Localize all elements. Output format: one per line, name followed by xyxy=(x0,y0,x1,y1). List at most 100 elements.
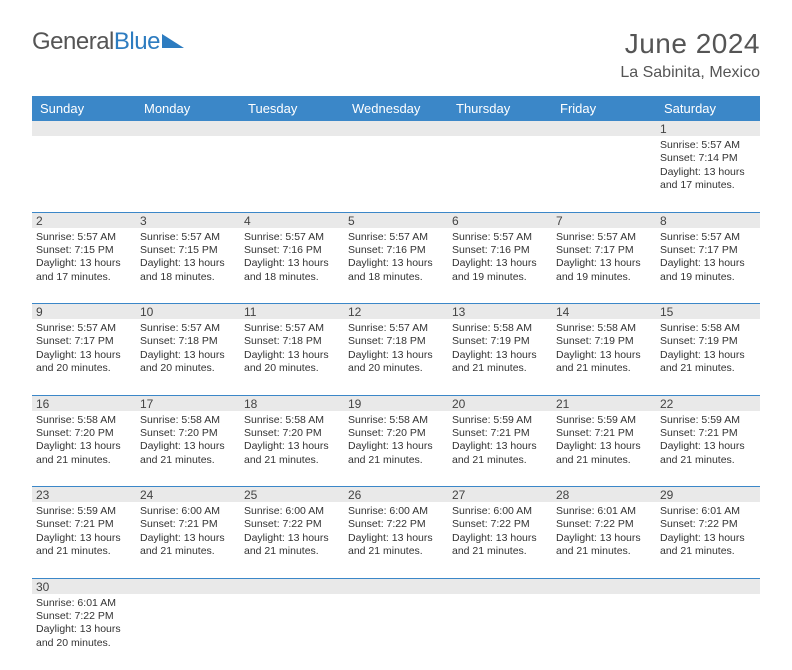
day-number xyxy=(448,578,552,594)
daylight-text: Daylight: 13 hours and 18 minutes. xyxy=(348,257,444,284)
day-cell xyxy=(240,136,344,212)
day-cell xyxy=(136,136,240,212)
day-cell: Sunrise: 5:58 AMSunset: 7:20 PMDaylight:… xyxy=(136,411,240,487)
sunrise-text: Sunrise: 5:58 AM xyxy=(452,322,548,335)
daynum-row: 23242526272829 xyxy=(32,487,760,503)
week-row: Sunrise: 6:01 AMSunset: 7:22 PMDaylight:… xyxy=(32,594,760,670)
day-number: 22 xyxy=(656,395,760,411)
day-cell xyxy=(448,136,552,212)
daylight-text: Daylight: 13 hours and 21 minutes. xyxy=(660,532,756,559)
day-number: 17 xyxy=(136,395,240,411)
header: GeneralBlue June 2024 La Sabinita, Mexic… xyxy=(32,28,760,82)
sunrise-text: Sunrise: 6:00 AM xyxy=(244,505,340,518)
day-number: 3 xyxy=(136,212,240,228)
logo-triangle-icon xyxy=(162,34,184,48)
sunset-text: Sunset: 7:20 PM xyxy=(36,427,132,440)
daylight-text: Daylight: 13 hours and 20 minutes. xyxy=(140,349,236,376)
dayhead-thu: Thursday xyxy=(448,96,552,121)
sunset-text: Sunset: 7:14 PM xyxy=(660,152,756,165)
day-cell xyxy=(240,594,344,670)
day-cell: Sunrise: 5:57 AMSunset: 7:17 PMDaylight:… xyxy=(32,319,136,395)
day-cell: Sunrise: 5:58 AMSunset: 7:20 PMDaylight:… xyxy=(240,411,344,487)
calendar-body: 1Sunrise: 5:57 AMSunset: 7:14 PMDaylight… xyxy=(32,121,760,670)
day-cell xyxy=(552,136,656,212)
day-number: 26 xyxy=(344,487,448,503)
day-cell: Sunrise: 5:57 AMSunset: 7:16 PMDaylight:… xyxy=(240,228,344,304)
day-cell: Sunrise: 5:58 AMSunset: 7:19 PMDaylight:… xyxy=(552,319,656,395)
day-details: Sunrise: 6:00 AMSunset: 7:22 PMDaylight:… xyxy=(244,505,340,559)
day-details: Sunrise: 6:00 AMSunset: 7:22 PMDaylight:… xyxy=(348,505,444,559)
daylight-text: Daylight: 13 hours and 20 minutes. xyxy=(348,349,444,376)
sunset-text: Sunset: 7:17 PM xyxy=(660,244,756,257)
day-number: 16 xyxy=(32,395,136,411)
dayhead-sun: Sunday xyxy=(32,96,136,121)
sunset-text: Sunset: 7:16 PM xyxy=(244,244,340,257)
day-details: Sunrise: 5:58 AMSunset: 7:20 PMDaylight:… xyxy=(140,414,236,468)
sunrise-text: Sunrise: 5:57 AM xyxy=(244,322,340,335)
day-cell xyxy=(136,594,240,670)
day-number: 1 xyxy=(656,121,760,136)
sunrise-text: Sunrise: 5:58 AM xyxy=(660,322,756,335)
sunset-text: Sunset: 7:19 PM xyxy=(556,335,652,348)
sunset-text: Sunset: 7:18 PM xyxy=(348,335,444,348)
day-cell: Sunrise: 5:58 AMSunset: 7:20 PMDaylight:… xyxy=(32,411,136,487)
day-cell: Sunrise: 5:59 AMSunset: 7:21 PMDaylight:… xyxy=(552,411,656,487)
day-cell: Sunrise: 5:57 AMSunset: 7:14 PMDaylight:… xyxy=(656,136,760,212)
daylight-text: Daylight: 13 hours and 21 minutes. xyxy=(556,440,652,467)
day-details: Sunrise: 5:58 AMSunset: 7:19 PMDaylight:… xyxy=(660,322,756,376)
sunrise-text: Sunrise: 5:59 AM xyxy=(452,414,548,427)
day-cell: Sunrise: 5:59 AMSunset: 7:21 PMDaylight:… xyxy=(32,502,136,578)
month-title: June 2024 xyxy=(620,28,760,60)
sunset-text: Sunset: 7:22 PM xyxy=(348,518,444,531)
sunrise-text: Sunrise: 5:58 AM xyxy=(36,414,132,427)
sunrise-text: Sunrise: 5:59 AM xyxy=(660,414,756,427)
day-number: 27 xyxy=(448,487,552,503)
sunset-text: Sunset: 7:20 PM xyxy=(348,427,444,440)
day-number: 20 xyxy=(448,395,552,411)
day-cell: Sunrise: 5:57 AMSunset: 7:16 PMDaylight:… xyxy=(448,228,552,304)
day-cell: Sunrise: 5:59 AMSunset: 7:21 PMDaylight:… xyxy=(448,411,552,487)
day-number xyxy=(656,578,760,594)
sunset-text: Sunset: 7:22 PM xyxy=(452,518,548,531)
day-details: Sunrise: 5:58 AMSunset: 7:20 PMDaylight:… xyxy=(244,414,340,468)
day-number: 15 xyxy=(656,304,760,320)
sunset-text: Sunset: 7:15 PM xyxy=(36,244,132,257)
daylight-text: Daylight: 13 hours and 21 minutes. xyxy=(452,349,548,376)
day-cell: Sunrise: 5:57 AMSunset: 7:17 PMDaylight:… xyxy=(656,228,760,304)
daylight-text: Daylight: 13 hours and 21 minutes. xyxy=(244,440,340,467)
location-label: La Sabinita, Mexico xyxy=(620,64,760,82)
day-cell: Sunrise: 5:57 AMSunset: 7:15 PMDaylight:… xyxy=(136,228,240,304)
daylight-text: Daylight: 13 hours and 21 minutes. xyxy=(556,349,652,376)
day-cell: Sunrise: 6:00 AMSunset: 7:22 PMDaylight:… xyxy=(344,502,448,578)
sunrise-text: Sunrise: 5:58 AM xyxy=(244,414,340,427)
sunrise-text: Sunrise: 5:58 AM xyxy=(556,322,652,335)
day-details: Sunrise: 5:58 AMSunset: 7:20 PMDaylight:… xyxy=(36,414,132,468)
sunset-text: Sunset: 7:18 PM xyxy=(140,335,236,348)
day-number: 29 xyxy=(656,487,760,503)
sunrise-text: Sunrise: 5:57 AM xyxy=(660,231,756,244)
day-details: Sunrise: 5:59 AMSunset: 7:21 PMDaylight:… xyxy=(452,414,548,468)
day-details: Sunrise: 6:00 AMSunset: 7:22 PMDaylight:… xyxy=(452,505,548,559)
day-number: 8 xyxy=(656,212,760,228)
dayhead-tue: Tuesday xyxy=(240,96,344,121)
daylight-text: Daylight: 13 hours and 21 minutes. xyxy=(556,532,652,559)
day-cell: Sunrise: 5:57 AMSunset: 7:15 PMDaylight:… xyxy=(32,228,136,304)
day-number: 10 xyxy=(136,304,240,320)
title-block: June 2024 La Sabinita, Mexico xyxy=(620,28,760,82)
day-number: 14 xyxy=(552,304,656,320)
day-details: Sunrise: 5:57 AMSunset: 7:18 PMDaylight:… xyxy=(140,322,236,376)
daylight-text: Daylight: 13 hours and 19 minutes. xyxy=(452,257,548,284)
week-row: Sunrise: 5:57 AMSunset: 7:14 PMDaylight:… xyxy=(32,136,760,212)
day-number xyxy=(552,578,656,594)
sunset-text: Sunset: 7:21 PM xyxy=(452,427,548,440)
day-cell xyxy=(32,136,136,212)
sunrise-text: Sunrise: 5:57 AM xyxy=(140,322,236,335)
day-cell: Sunrise: 6:01 AMSunset: 7:22 PMDaylight:… xyxy=(32,594,136,670)
day-number: 21 xyxy=(552,395,656,411)
day-cell: Sunrise: 5:58 AMSunset: 7:20 PMDaylight:… xyxy=(344,411,448,487)
day-number: 25 xyxy=(240,487,344,503)
day-cell: Sunrise: 5:57 AMSunset: 7:16 PMDaylight:… xyxy=(344,228,448,304)
day-number: 28 xyxy=(552,487,656,503)
day-cell xyxy=(656,594,760,670)
day-cell: Sunrise: 6:01 AMSunset: 7:22 PMDaylight:… xyxy=(656,502,760,578)
